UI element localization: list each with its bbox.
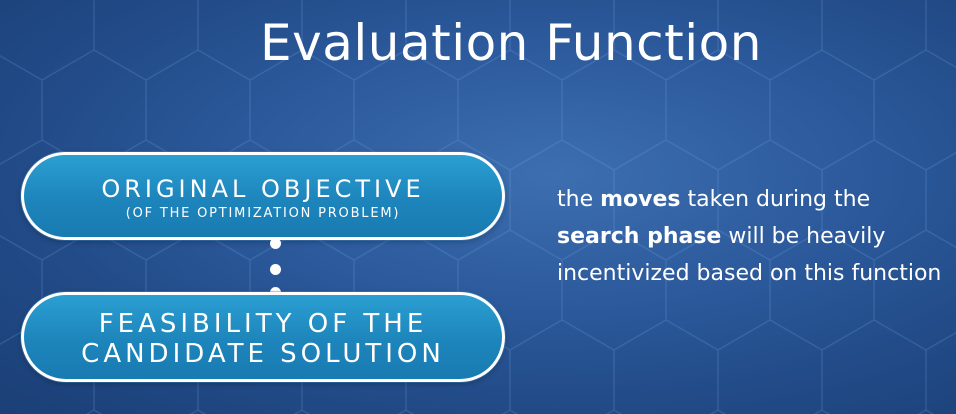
feasibility-label-line1: Feasibility of the — [98, 309, 428, 339]
description-bold-search-phase: search phase — [557, 224, 722, 249]
connector-dot-2 — [270, 264, 281, 275]
original-objective-box: Original Objective (of the optimization … — [21, 152, 505, 240]
feasibility-label-line2: candidate solution — [81, 339, 445, 369]
description-text: the moves taken during the search phase … — [557, 181, 947, 292]
description-bold-moves: moves — [600, 187, 681, 212]
feasibility-box: Feasibility of the candidate solution — [21, 292, 505, 382]
original-objective-label: Original Objective — [101, 175, 425, 203]
description-part-3: will be heavily incentivized based on th… — [557, 224, 942, 286]
original-objective-sublabel: (of the optimization problem) — [125, 206, 401, 221]
description-part-2: taken during the — [680, 187, 871, 212]
connector-dot-1 — [270, 238, 281, 249]
description-part-1: the — [557, 187, 601, 212]
slide-title: Evaluation Function — [260, 14, 762, 72]
